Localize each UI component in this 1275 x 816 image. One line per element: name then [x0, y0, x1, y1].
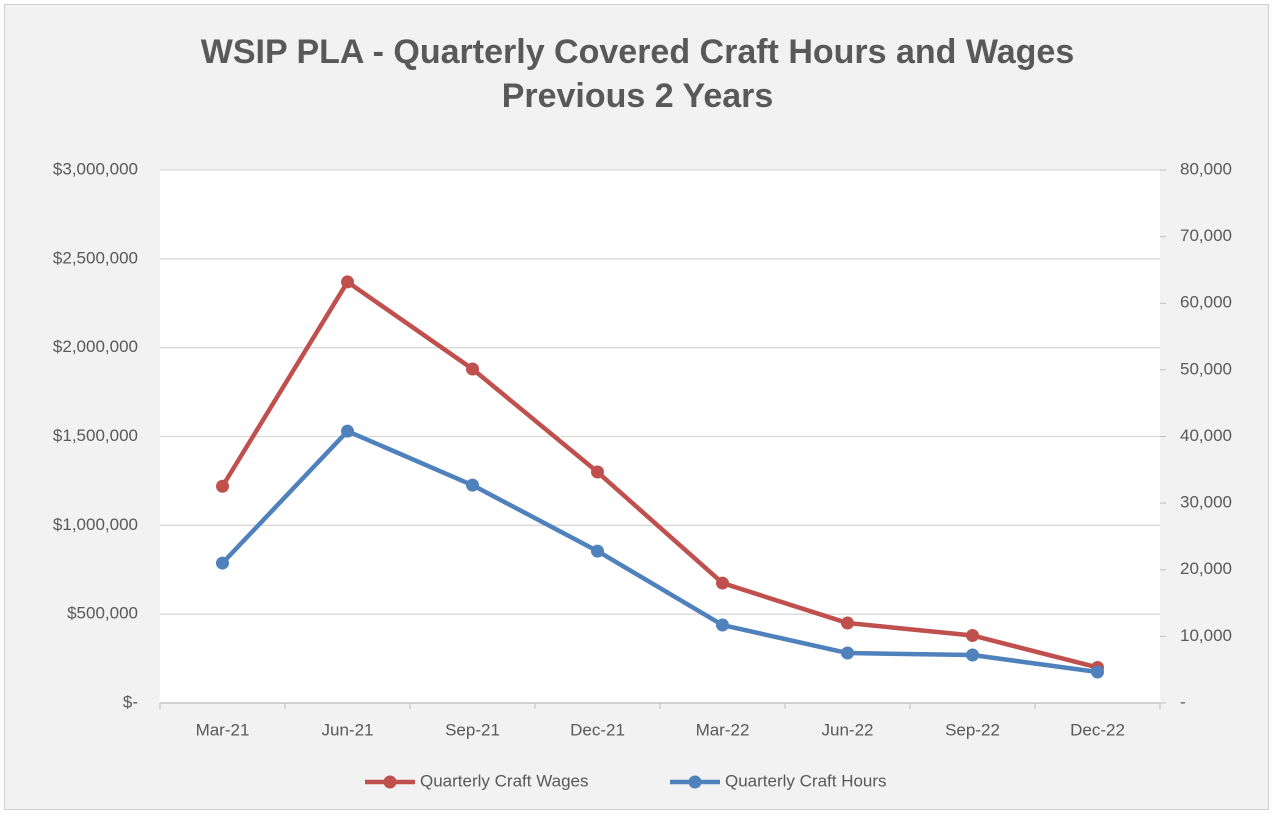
series-line: [220, 428, 1098, 675]
y2-tick-label: -: [1180, 692, 1186, 711]
y2-tick-label: 80,000: [1180, 159, 1232, 178]
series-marker: [716, 576, 729, 590]
y2-tick-label: 20,000: [1180, 559, 1232, 578]
series-marker: [591, 465, 604, 479]
series-line: [220, 279, 1099, 670]
y-tick-label: $2,500,000: [53, 248, 138, 267]
series-marker: [716, 618, 729, 632]
y2-tick-label: 30,000: [1180, 493, 1232, 512]
series-marker: [466, 362, 479, 376]
series-marker: [966, 628, 979, 642]
series-marker: [591, 544, 604, 558]
x-tick-label: Dec-21: [570, 720, 625, 739]
y-tick-label: $2,000,000: [53, 337, 138, 356]
x-tick-label: Mar-22: [696, 720, 750, 739]
legend-label: Quarterly Craft Hours: [725, 771, 887, 790]
y2-tick-label: 40,000: [1180, 426, 1232, 445]
series-marker: [1091, 665, 1104, 679]
chart-title: WSIP PLA - Quarterly Covered Craft Hours…: [200, 33, 1075, 115]
x-tick-label: Jun-22: [822, 720, 874, 739]
y2-tick-label: 50,000: [1180, 359, 1232, 378]
series-marker: [216, 556, 229, 570]
x-tick-label: Mar-21: [196, 720, 250, 739]
y2-tick-label: 70,000: [1180, 226, 1232, 245]
legend-marker: [383, 775, 397, 789]
x-tick-label: Sep-21: [445, 720, 500, 739]
legend-marker: [688, 775, 702, 789]
series-marker: [341, 424, 354, 438]
y-tick-label: $500,000: [67, 604, 138, 623]
y-tick-label: $1,000,000: [53, 515, 138, 534]
y-tick-label: $-: [123, 692, 138, 711]
y-tick-label: $3,000,000: [53, 159, 138, 178]
series-marker: [341, 275, 354, 289]
series-marker: [966, 648, 979, 662]
series-marker: [466, 478, 479, 492]
series-marker: [216, 479, 229, 493]
x-tick-label: Jun-21: [322, 720, 374, 739]
legend-label: Quarterly Craft Wages: [420, 771, 588, 790]
series-marker: [841, 646, 854, 660]
y2-tick-label: 60,000: [1180, 293, 1232, 312]
y-tick-label: $1,500,000: [53, 426, 138, 445]
x-tick-label: Sep-22: [945, 720, 1000, 739]
x-tick-label: Dec-22: [1070, 720, 1125, 739]
y2-tick-label: 10,000: [1180, 626, 1232, 645]
series-marker: [841, 616, 854, 630]
